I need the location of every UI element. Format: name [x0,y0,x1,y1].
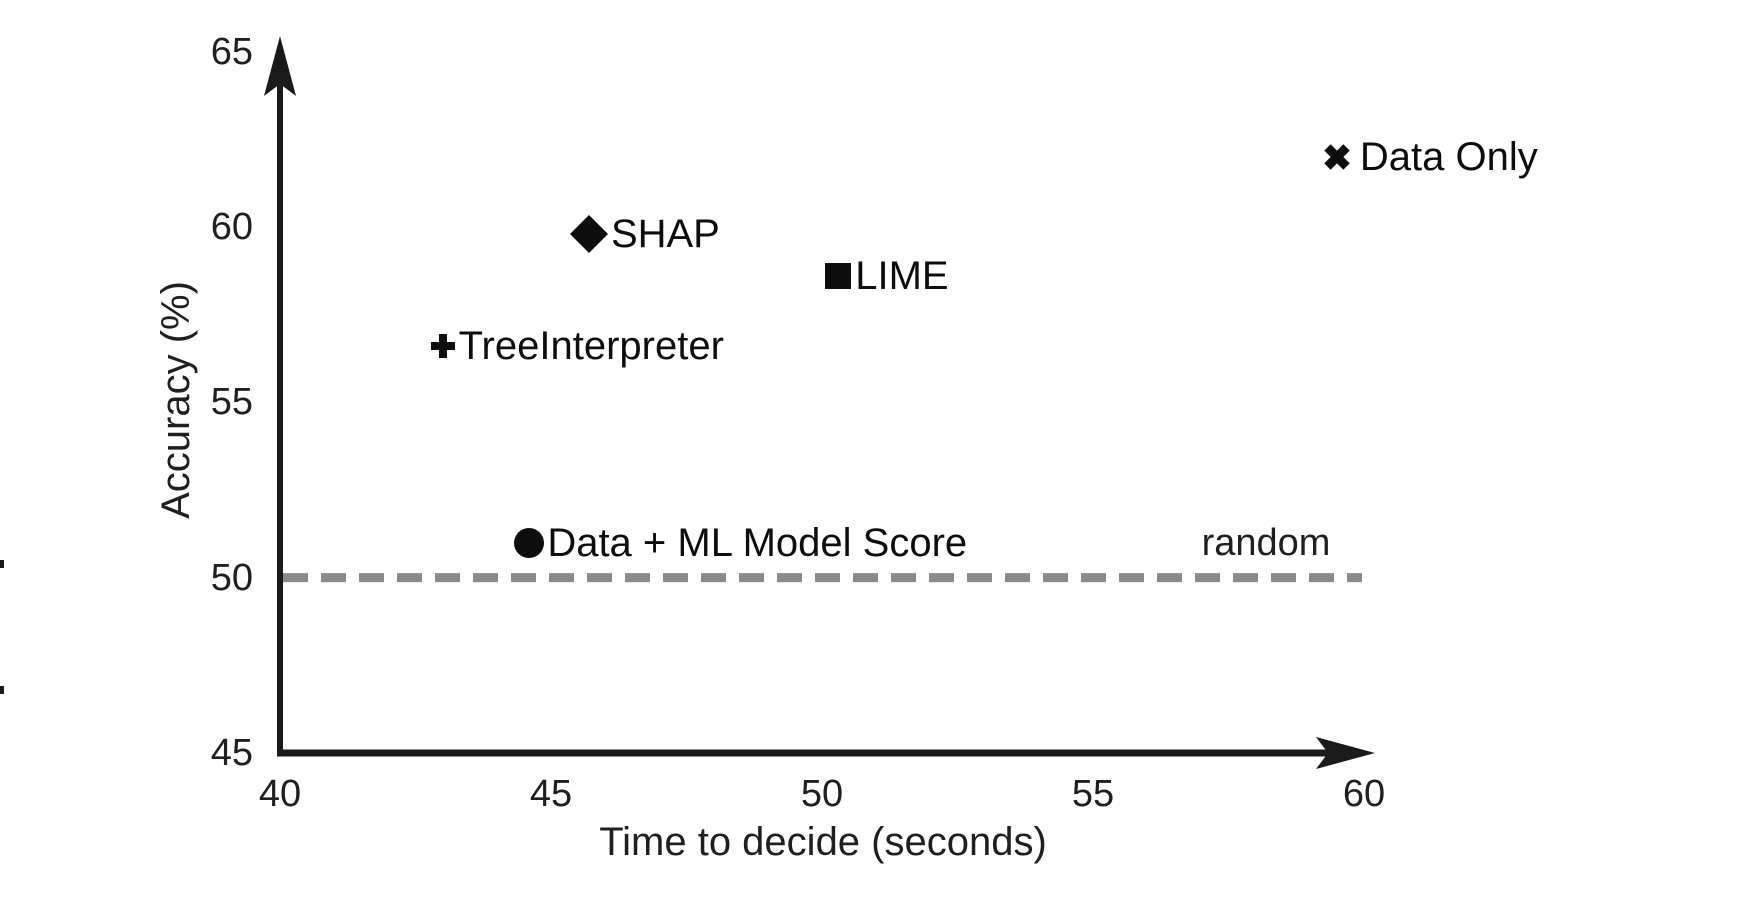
x-axis-arrow-icon [1316,737,1375,769]
circle-marker-icon [514,527,545,558]
data-point-label: LIME [855,254,949,299]
data-point-label: Data Only [1359,134,1538,179]
x-axis-label: Time to decide (seconds) [599,820,1047,864]
x-tick-label: 45 [529,773,573,815]
edge-artifact [0,560,4,568]
square-marker-icon [825,263,852,290]
x-tick-label: 50 [800,773,844,815]
y-axis-arrow-icon [264,36,296,96]
data-point-label: TreeInterpreter [458,324,724,369]
y-tick-label: 45 [210,732,253,774]
x-tick-label: 40 [258,773,302,815]
data-point-label: Data + ML Model Score [547,520,968,565]
y-axis-label: Accuracy (%) [154,281,198,519]
y-tick-label: 55 [210,381,253,424]
x-marker-icon [1324,144,1350,170]
edge-artifact [0,686,4,694]
data-point-label: SHAP [610,211,720,256]
y-tick-label: 50 [210,556,253,599]
diamond-marker-icon [569,214,608,253]
plus-marker-icon [430,334,455,359]
y-tick-label: 60 [210,205,253,248]
x-tick-label: 60 [1342,773,1386,815]
random-label: random [1201,522,1331,564]
x-tick-label: 55 [1071,773,1115,815]
y-tick-label: 65 [210,30,253,73]
